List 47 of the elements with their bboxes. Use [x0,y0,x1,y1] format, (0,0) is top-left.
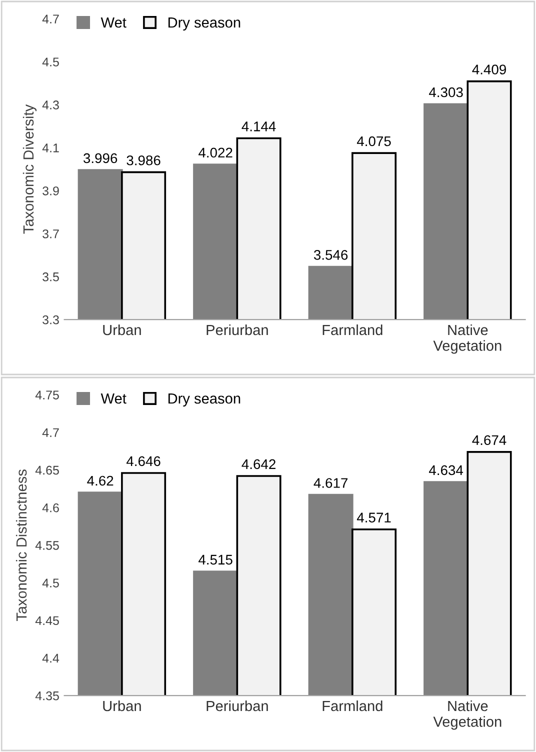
x-tick-label: Farmland [322,700,382,712]
x-tick-label: Periurban [206,700,268,712]
data-label: 4.022 [198,148,232,158]
y-tick-label: 4.4 [42,654,60,663]
data-label: 4.515 [198,554,232,565]
legend-label: Wet [100,394,126,404]
data-label: 4.646 [126,456,160,466]
x-tick-label: Native Vegetation [433,700,502,730]
y-tick-label: 3.7 [42,229,59,238]
data-label: 3.996 [83,153,118,164]
x-tick-label: Urban [103,324,141,336]
data-label: 4.303 [428,87,463,98]
y-tick-label: 3.5 [42,272,59,282]
y-tick-label: 4.65 [35,466,59,475]
y-tick-label: 4.5 [42,578,59,588]
y-tick-label: 4.7 [42,428,59,437]
y-axis-title: Taxonomic Diversity [22,104,37,234]
data-label: 3.986 [126,155,160,166]
x-tick-label: Farmland [322,324,382,336]
data-label: 4.62 [87,476,114,486]
data-label: 4.409 [472,64,506,74]
legend-label: Dry season [168,18,240,31]
y-tick-label: 4.35 [35,691,59,700]
y-tick-label: 4.6 [42,503,59,512]
y-tick-label: 4.45 [35,616,59,626]
y-tick-label: 4.1 [42,144,59,152]
legend-label: Dry season [168,394,240,407]
data-label: 4.075 [356,136,391,146]
y-tick-label: 4.5 [42,58,59,66]
x-tick-label: Native Vegetation [433,324,502,354]
data-label: 4.617 [314,478,348,488]
x-tick-label: Periurban [206,324,268,336]
data-label: 4.571 [356,512,391,522]
x-tick-label: Urban [103,700,141,712]
data-label: 4.674 [472,435,506,446]
data-label: 3.546 [314,250,348,260]
data-label: 4.634 [428,465,464,476]
y-axis-title: Taxonomic Distinctness [16,470,27,622]
y-tick-label: 3.3 [42,315,59,324]
y-tick-label: 4.7 [42,14,59,24]
data-label: 4.144 [242,122,276,132]
data-label: 4.642 [242,459,276,470]
y-tick-label: 4.3 [42,100,59,110]
legend-label: Wet [100,18,126,28]
y-tick-label: 4.55 [35,541,59,550]
y-tick-label: 4.75 [35,390,59,400]
y-tick-label: 3.9 [42,186,59,196]
